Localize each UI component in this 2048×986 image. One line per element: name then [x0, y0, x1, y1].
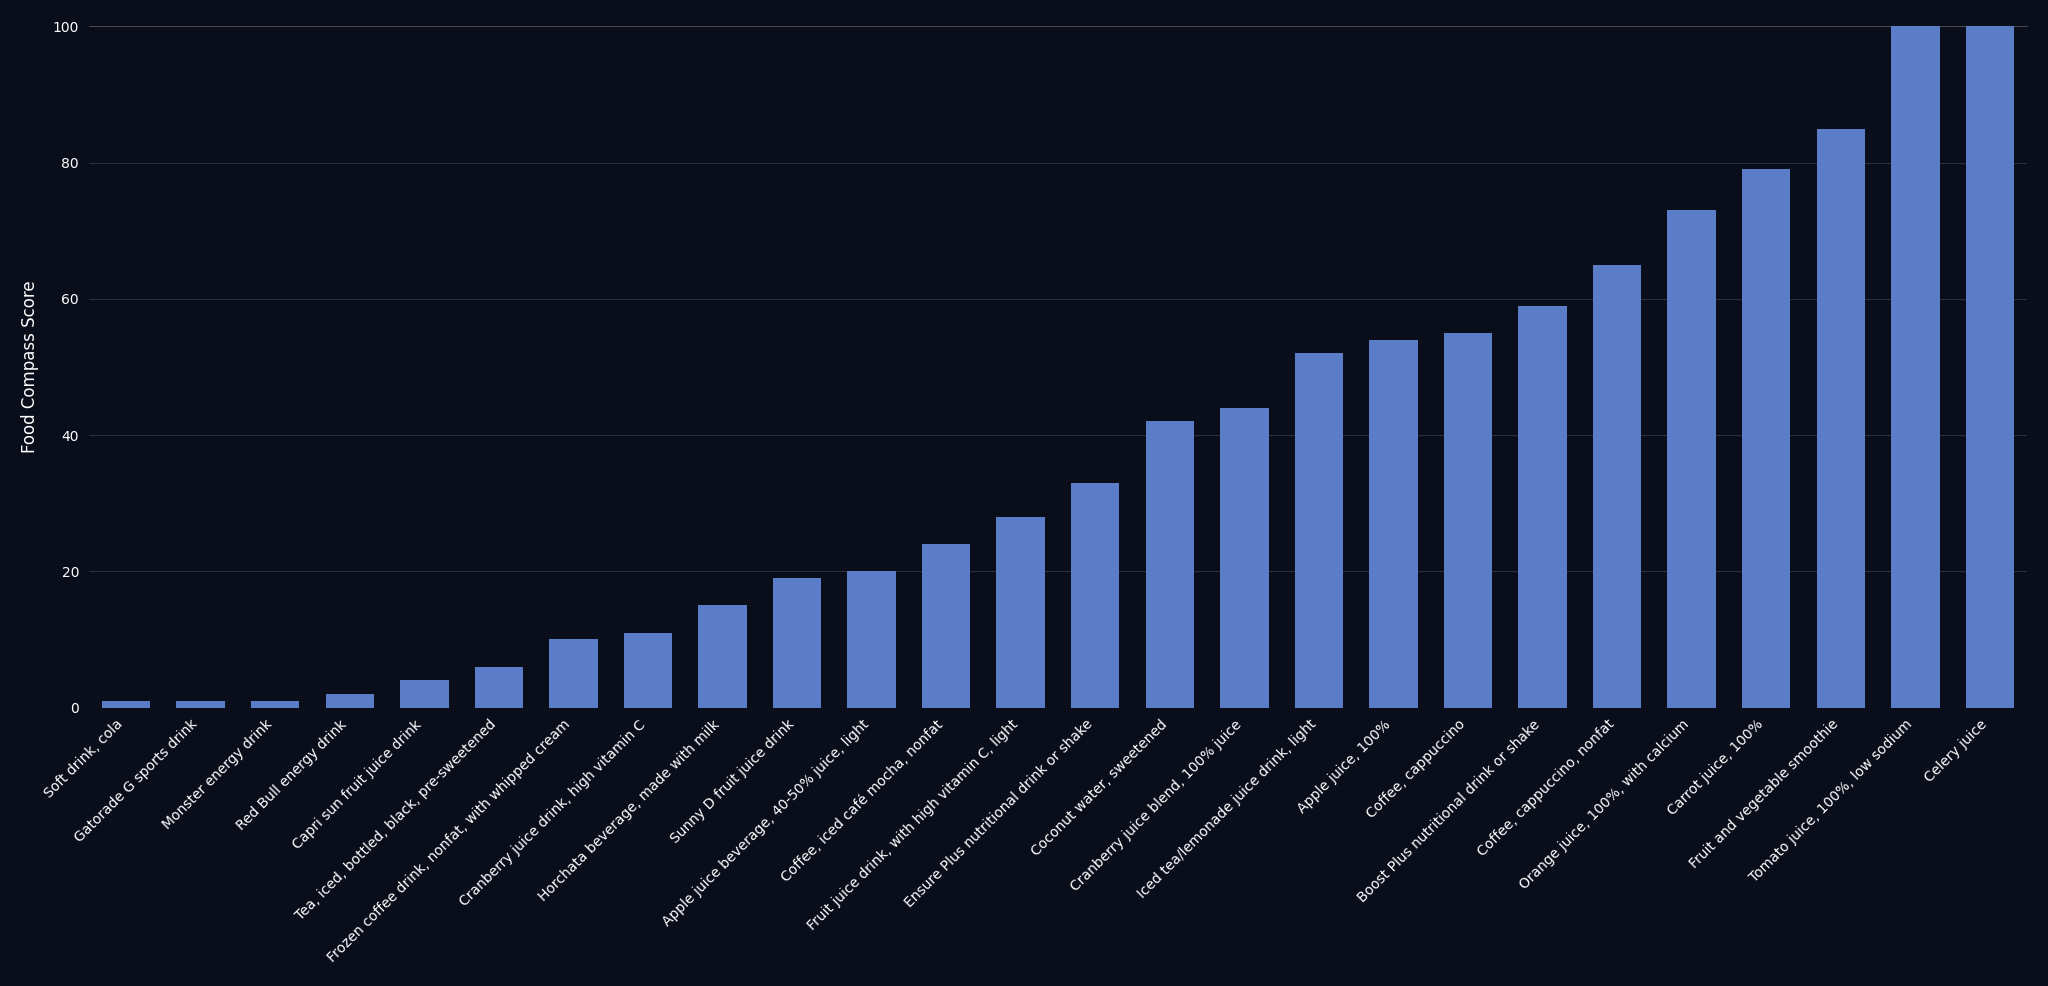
Bar [399, 680, 449, 708]
Bar [997, 517, 1044, 708]
Bar [1966, 27, 2013, 708]
Bar [1444, 333, 1493, 708]
Bar [1221, 408, 1268, 708]
Bar [1145, 421, 1194, 708]
Bar [475, 667, 522, 708]
Bar [1370, 339, 1417, 708]
Bar [922, 544, 971, 708]
Bar [1667, 210, 1716, 708]
Bar [1294, 353, 1343, 708]
Bar [252, 701, 299, 708]
Bar [1071, 483, 1120, 708]
Bar [326, 694, 375, 708]
Y-axis label: Food Compass Score: Food Compass Score [20, 281, 39, 454]
Bar [176, 701, 225, 708]
Bar [549, 639, 598, 708]
Bar [1593, 265, 1640, 708]
Bar [698, 605, 748, 708]
Bar [102, 701, 150, 708]
Bar [1890, 27, 1939, 708]
Bar [1518, 306, 1567, 708]
Bar [772, 578, 821, 708]
Bar [848, 571, 895, 708]
Bar [625, 633, 672, 708]
Bar [1817, 128, 1866, 708]
Bar [1743, 170, 1790, 708]
